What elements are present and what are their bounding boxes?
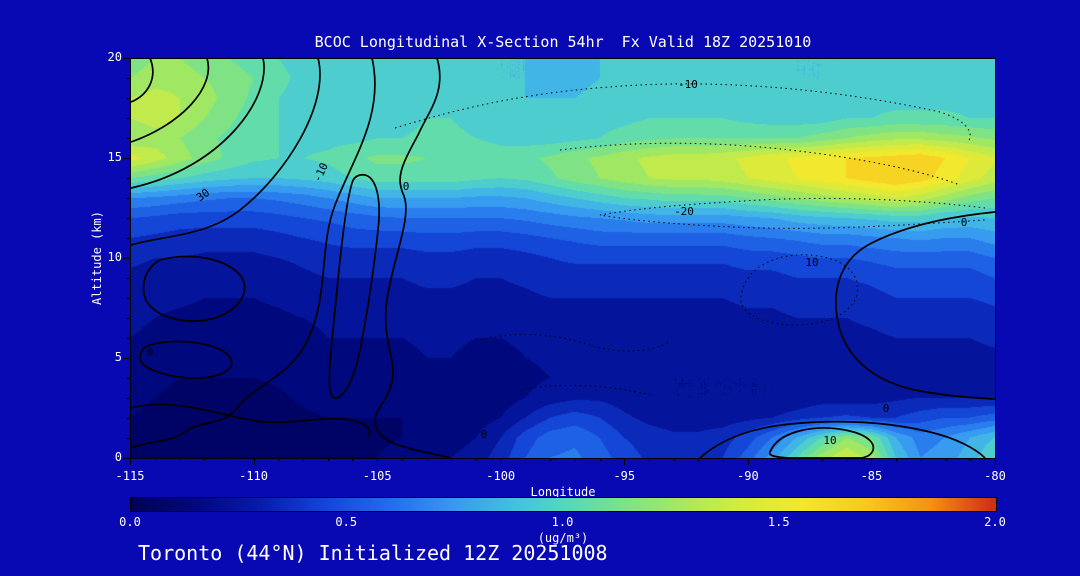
y-tick-label: 10: [107, 250, 122, 264]
x-tick-label: -95: [613, 469, 636, 483]
colorbar-tick-label: 0.0: [119, 515, 141, 529]
colorbar-units: (ug/m³): [537, 531, 589, 545]
x-tick-label: -115: [115, 469, 145, 483]
caption: Toronto (44°N) Initialized 12Z 20251008: [138, 541, 608, 565]
x-axis-label: Longitude: [530, 485, 596, 499]
y-tick-label: 0: [114, 450, 122, 464]
colorbar-tick-label: 1.0: [551, 515, 574, 529]
y-tick-label: 20: [107, 50, 122, 64]
y-tick-label: 15: [107, 150, 122, 164]
colorbar-tick-label: 0.5: [335, 515, 358, 529]
chart-title: BCOC Longitudinal X-Section 54hr Fx Vali…: [314, 33, 812, 51]
x-tick-label: -110: [239, 469, 269, 483]
x-tick-label: -90: [737, 469, 759, 483]
colorbar-canvas: [131, 498, 996, 511]
colorbar: [130, 497, 997, 512]
x-tick-label: -80: [984, 469, 1006, 483]
colorbar-tick-label: 2.0: [984, 515, 1006, 529]
x-tick-label: -105: [362, 469, 392, 483]
y-tick-label: 5: [114, 350, 122, 364]
x-tick-label: -85: [860, 469, 883, 483]
x-tick-label: -100: [486, 469, 516, 483]
colorbar-tick-label: 1.5: [767, 515, 790, 529]
heatmap-canvas: [130, 58, 995, 458]
